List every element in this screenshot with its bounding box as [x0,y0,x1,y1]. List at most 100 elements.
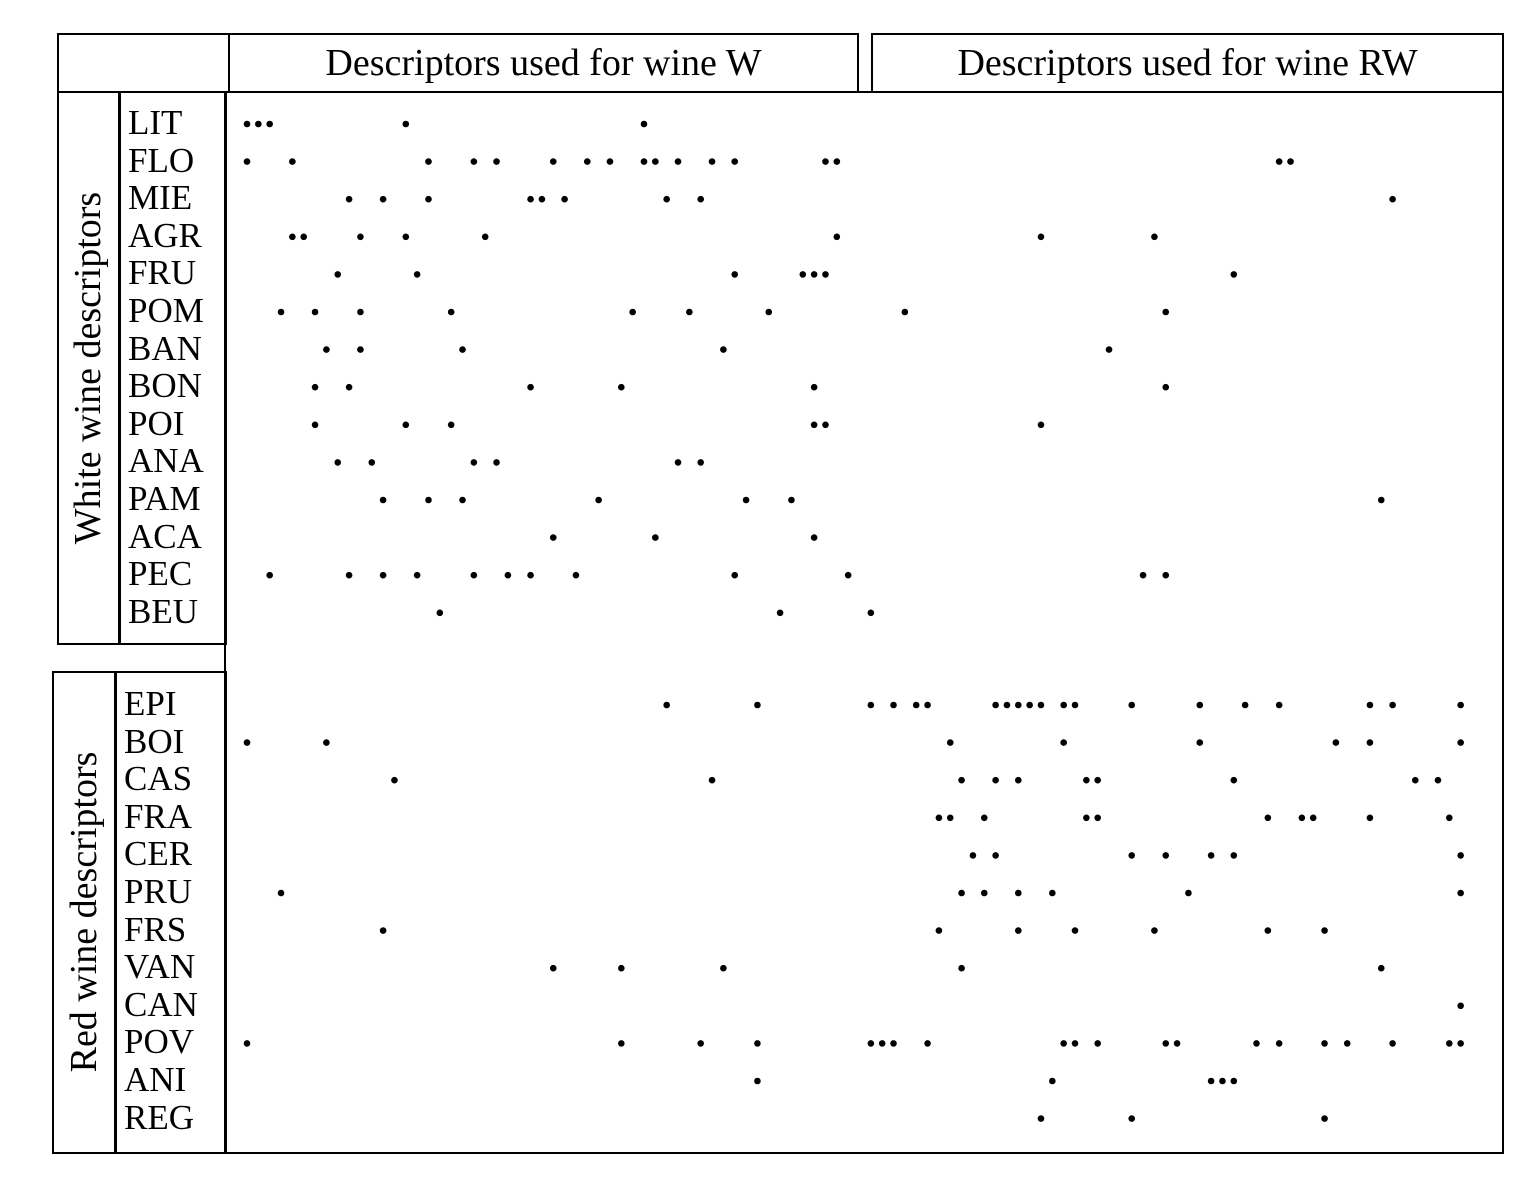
dot-flo-2 [425,158,432,165]
dot-fra-6 [1298,814,1306,822]
dot-cas-9 [1434,776,1442,784]
row-label-boi: BOI [124,721,185,761]
dot-pov-13 [1253,1040,1260,1047]
dot-agr-2 [357,233,364,241]
dot-boi-5 [1332,739,1340,746]
dot-flo-1 [289,158,296,165]
dot-fru-1 [413,271,421,278]
dot-lit-4 [640,120,648,128]
dot-epi-8 [1014,701,1022,709]
dot-cas-6 [1094,776,1101,784]
dot-van-2 [720,964,727,972]
dot-cas-2 [958,776,965,784]
dot-pov-12 [1173,1040,1181,1047]
dot-lit-0 [243,120,251,128]
dot-pam-6 [1377,496,1385,504]
dot-van-3 [958,964,965,972]
dot-boi-2 [946,739,954,746]
row-label-mie: MIE [128,178,193,218]
dot-epi-4 [912,701,920,709]
dot-pov-0 [243,1040,251,1047]
dot-agr-3 [402,233,410,241]
dot-ban-1 [357,346,364,353]
dot-pom-2 [357,308,364,316]
dot-pec-1 [345,571,353,579]
dot-epi-5 [924,701,931,709]
dot-pru-4 [1049,889,1056,897]
dot-cas-4 [1014,776,1022,784]
dot-frs-1 [935,927,943,934]
dot-pom-7 [901,308,909,316]
dot-pov-15 [1321,1040,1328,1047]
dot-pam-3 [595,496,602,504]
dot-mie-8 [1389,195,1396,203]
dot-flo-10 [674,158,682,165]
dot-epi-16 [1275,701,1283,709]
dot-epi-19 [1457,701,1464,709]
dot-fra-2 [980,814,988,822]
dot-cer-6 [1457,852,1464,859]
row-label-reg: REG [124,1097,194,1137]
dot-mie-6 [663,195,670,203]
dot-pov-1 [618,1040,625,1047]
dot-fru-0 [334,271,342,278]
dot-pec-8 [731,571,739,579]
row-label-poi: POI [128,403,185,443]
dot-mie-3 [527,195,534,203]
row-label-aca: ACA [128,516,202,556]
dot-flo-6 [583,158,591,165]
dot-pom-4 [629,308,636,316]
dot-bon-4 [810,383,818,391]
dot-pov-6 [890,1040,897,1047]
dot-reg-2 [1321,1115,1328,1122]
row-label-ana: ANA [128,441,204,481]
dot-pom-5 [686,308,693,316]
dot-agr-0 [289,233,296,241]
dot-epi-2 [867,701,875,709]
dot-boi-4 [1196,739,1204,746]
dot-mie-5 [561,195,568,203]
dot-aca-0 [549,534,557,541]
dot-fra-4 [1094,814,1101,822]
dot-beu-0 [436,609,444,617]
dot-mie-4 [538,195,546,203]
dot-pru-5 [1185,889,1192,897]
dot-frs-5 [1264,927,1272,934]
row-label-pru: PRU [124,872,193,911]
dot-pov-7 [924,1040,931,1047]
dot-epi-13 [1128,701,1136,709]
dot-fru-6 [1230,271,1238,278]
dot-frs-0 [379,927,387,934]
dot-fra-8 [1366,814,1374,822]
row-label-pov: POV [124,1022,195,1062]
dot-cer-3 [1162,852,1170,859]
row-label-frs: FRS [124,909,187,949]
dot-epi-3 [890,701,897,709]
dot-cas-8 [1411,776,1419,784]
dot-ani-1 [1049,1077,1056,1085]
dot-flo-8 [640,158,648,165]
dot-boi-1 [323,739,330,746]
dot-ban-3 [720,346,727,353]
dot-cer-0 [969,852,977,859]
white-descriptor-block [57,91,227,645]
dot-pov-5 [878,1040,886,1047]
dot-pru-6 [1457,889,1464,897]
dot-pam-2 [459,496,466,504]
dot-boi-3 [1060,739,1067,746]
dot-frs-6 [1321,927,1328,934]
dot-lit-3 [402,120,410,128]
dot-ana-1 [368,459,376,466]
dot-epi-11 [1060,701,1067,709]
dot-fra-3 [1083,814,1090,822]
dot-van-1 [618,964,625,972]
dot-agr-7 [1151,233,1158,241]
row-label-agr: AGR [128,215,202,255]
dot-mie-0 [345,195,353,203]
dot-pam-0 [379,496,387,504]
dot-bon-1 [345,383,353,391]
dot-agr-4 [481,233,489,241]
column-header-wine-rw: Descriptors used for wine RW [871,33,1504,93]
dot-cas-1 [708,776,716,784]
